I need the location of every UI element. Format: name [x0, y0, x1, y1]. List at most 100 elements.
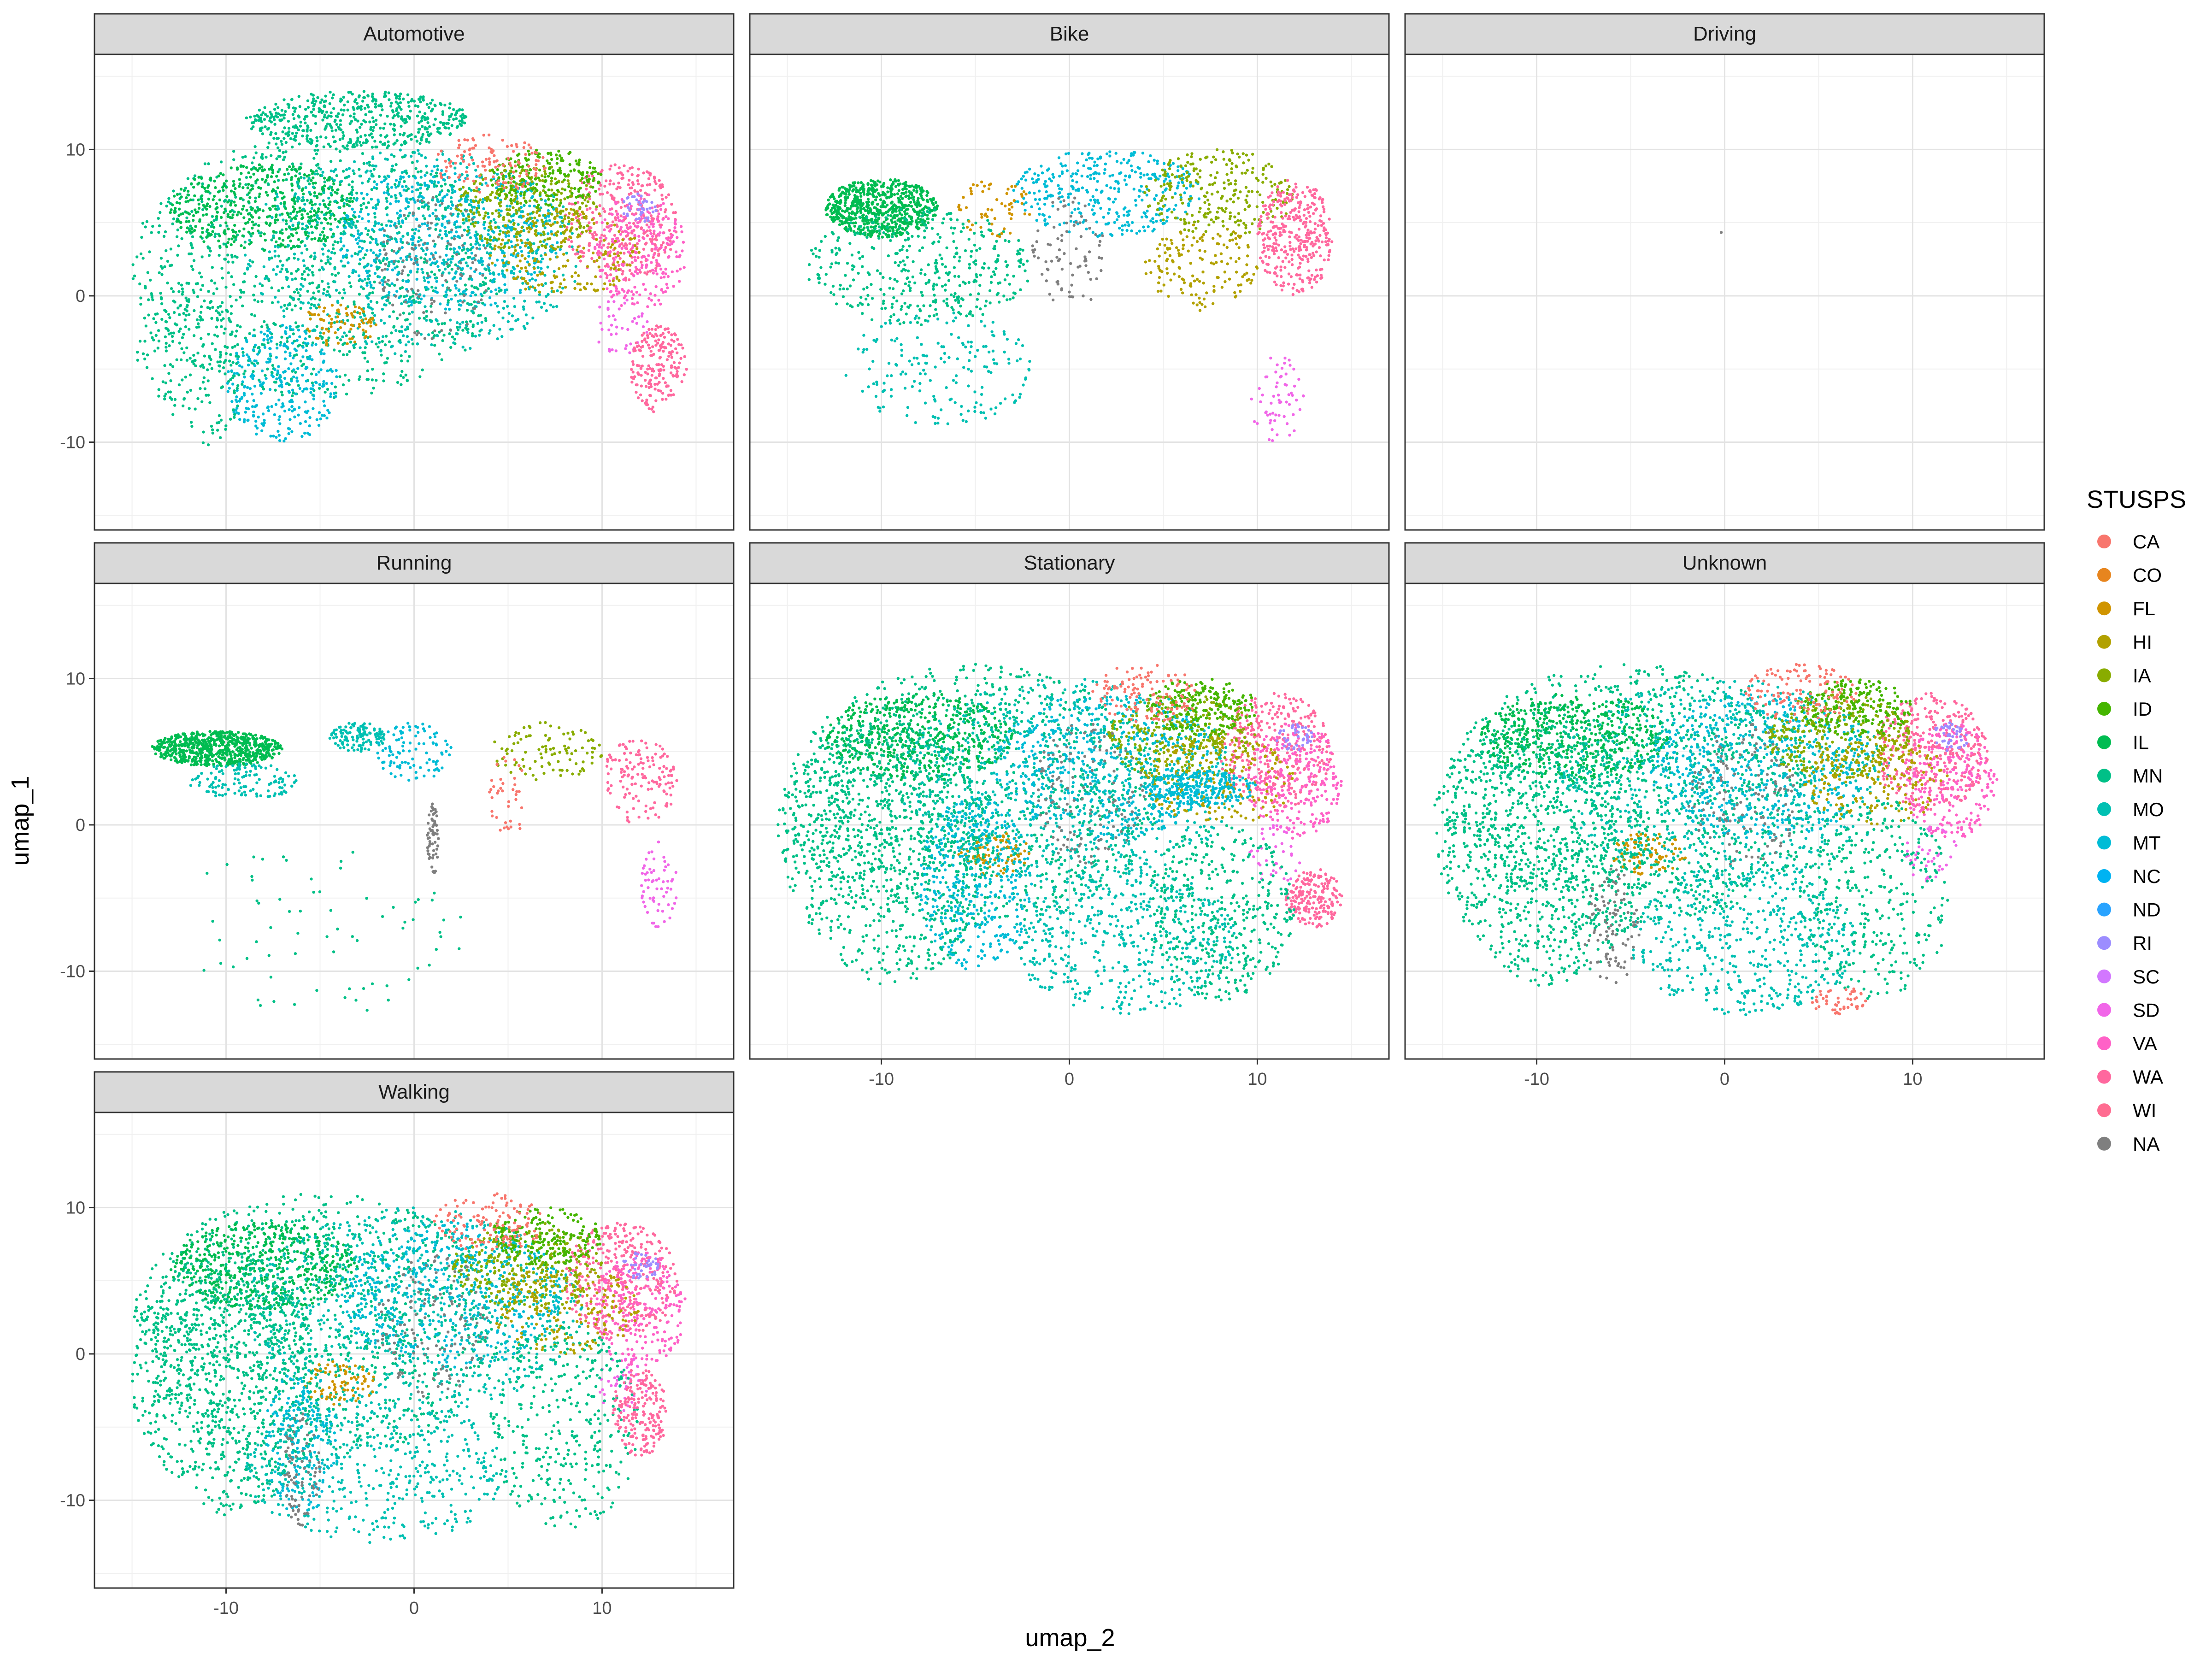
data-point-il — [259, 235, 262, 237]
data-point-mn — [441, 339, 444, 342]
data-point-il — [329, 223, 332, 225]
data-point-mn — [289, 212, 292, 215]
data-point-mn — [418, 111, 421, 113]
data-point-wa — [622, 176, 624, 179]
data-point-mn — [264, 374, 266, 377]
data-point-ia — [489, 199, 492, 202]
data-point-hi — [504, 224, 507, 227]
data-point-mo — [335, 289, 338, 292]
data-point-mn — [230, 254, 233, 257]
data-point-il — [189, 199, 192, 201]
data-point-hi — [579, 282, 582, 285]
data-point-il — [257, 224, 260, 227]
data-point-fl — [308, 330, 311, 333]
data-point-na — [404, 300, 407, 303]
data-point-hi — [521, 277, 524, 280]
data-point-mo — [316, 221, 319, 224]
data-point-mn — [386, 206, 388, 209]
data-point-mn — [276, 343, 278, 346]
data-point-mn — [372, 387, 375, 389]
data-point-id — [548, 166, 551, 169]
data-point-il — [253, 209, 256, 212]
data-point-mo — [482, 244, 485, 247]
data-point-hi — [553, 274, 555, 277]
data-point-mo — [420, 176, 423, 178]
data-point-mn — [378, 175, 381, 178]
data-point-mt — [375, 238, 377, 241]
data-point-ia — [583, 199, 586, 201]
data-point-mo — [369, 241, 371, 244]
data-point-mn — [164, 230, 167, 233]
data-point-il — [248, 196, 251, 199]
data-point-wa — [669, 248, 672, 251]
data-point-mt — [378, 228, 381, 231]
data-point-mn — [331, 273, 334, 276]
data-point-hi — [516, 239, 518, 241]
data-point-mn — [464, 348, 466, 351]
data-point-mo — [455, 332, 458, 335]
data-point-mn — [263, 106, 266, 109]
data-point-il — [192, 186, 195, 188]
data-point-hi — [613, 253, 616, 255]
data-point-mt — [350, 254, 353, 257]
data-point-wa — [568, 202, 571, 205]
data-point-hi — [522, 215, 524, 218]
data-point-mn — [395, 97, 398, 100]
data-point-mn — [168, 316, 171, 319]
data-point-mt — [389, 224, 392, 227]
data-point-va — [604, 218, 606, 221]
data-point-mn — [385, 335, 388, 337]
data-point-mo — [276, 195, 279, 198]
data-point-ri — [638, 217, 641, 220]
data-point-mn — [338, 291, 341, 294]
data-point-il — [332, 182, 335, 185]
data-point-mn — [324, 100, 327, 102]
data-point-wa — [650, 248, 653, 251]
data-point-id — [537, 176, 540, 179]
data-point-wa — [595, 221, 598, 224]
data-point-va — [659, 303, 662, 306]
data-point-ca — [497, 165, 500, 167]
data-point-id — [585, 175, 588, 178]
data-point-mt — [451, 258, 453, 260]
data-point-mo — [308, 269, 311, 271]
data-point-na — [455, 253, 458, 256]
data-point-mn — [371, 136, 374, 139]
data-point-id — [597, 181, 600, 183]
data-point-mn — [275, 157, 278, 160]
data-point-mn — [362, 333, 365, 336]
data-point-mt — [501, 259, 504, 262]
data-point-wa — [646, 224, 648, 226]
data-point-mn — [368, 120, 371, 123]
data-point-ca — [463, 180, 465, 182]
data-point-mn — [431, 108, 434, 111]
data-point-mn — [225, 352, 228, 355]
data-point-mt — [464, 200, 467, 203]
data-point-ia — [507, 239, 510, 241]
data-point-mt — [433, 262, 435, 265]
data-point-mn — [334, 140, 336, 143]
data-point-mn — [495, 292, 498, 295]
data-point-mo — [294, 192, 297, 195]
data-point-id — [491, 184, 494, 187]
data-point-hi — [550, 287, 553, 289]
data-point-id — [505, 194, 508, 197]
data-point-mn — [324, 181, 326, 183]
data-point-na — [449, 212, 452, 215]
data-point-mn — [233, 211, 235, 213]
data-point-mn — [160, 273, 163, 276]
data-point-mn — [320, 259, 323, 262]
data-point-mo — [543, 302, 546, 305]
data-point-mn — [353, 100, 356, 103]
data-point-mo — [450, 196, 453, 199]
data-point-mn — [365, 378, 368, 381]
data-point-mt — [386, 182, 389, 185]
data-point-mt — [519, 291, 522, 294]
data-point-mn — [400, 225, 402, 228]
data-point-mn — [342, 109, 345, 112]
data-point-mo — [303, 176, 306, 179]
data-point-mo — [474, 169, 477, 171]
data-point-mo — [271, 216, 273, 218]
data-point-va — [652, 271, 655, 274]
data-point-il — [283, 173, 286, 176]
